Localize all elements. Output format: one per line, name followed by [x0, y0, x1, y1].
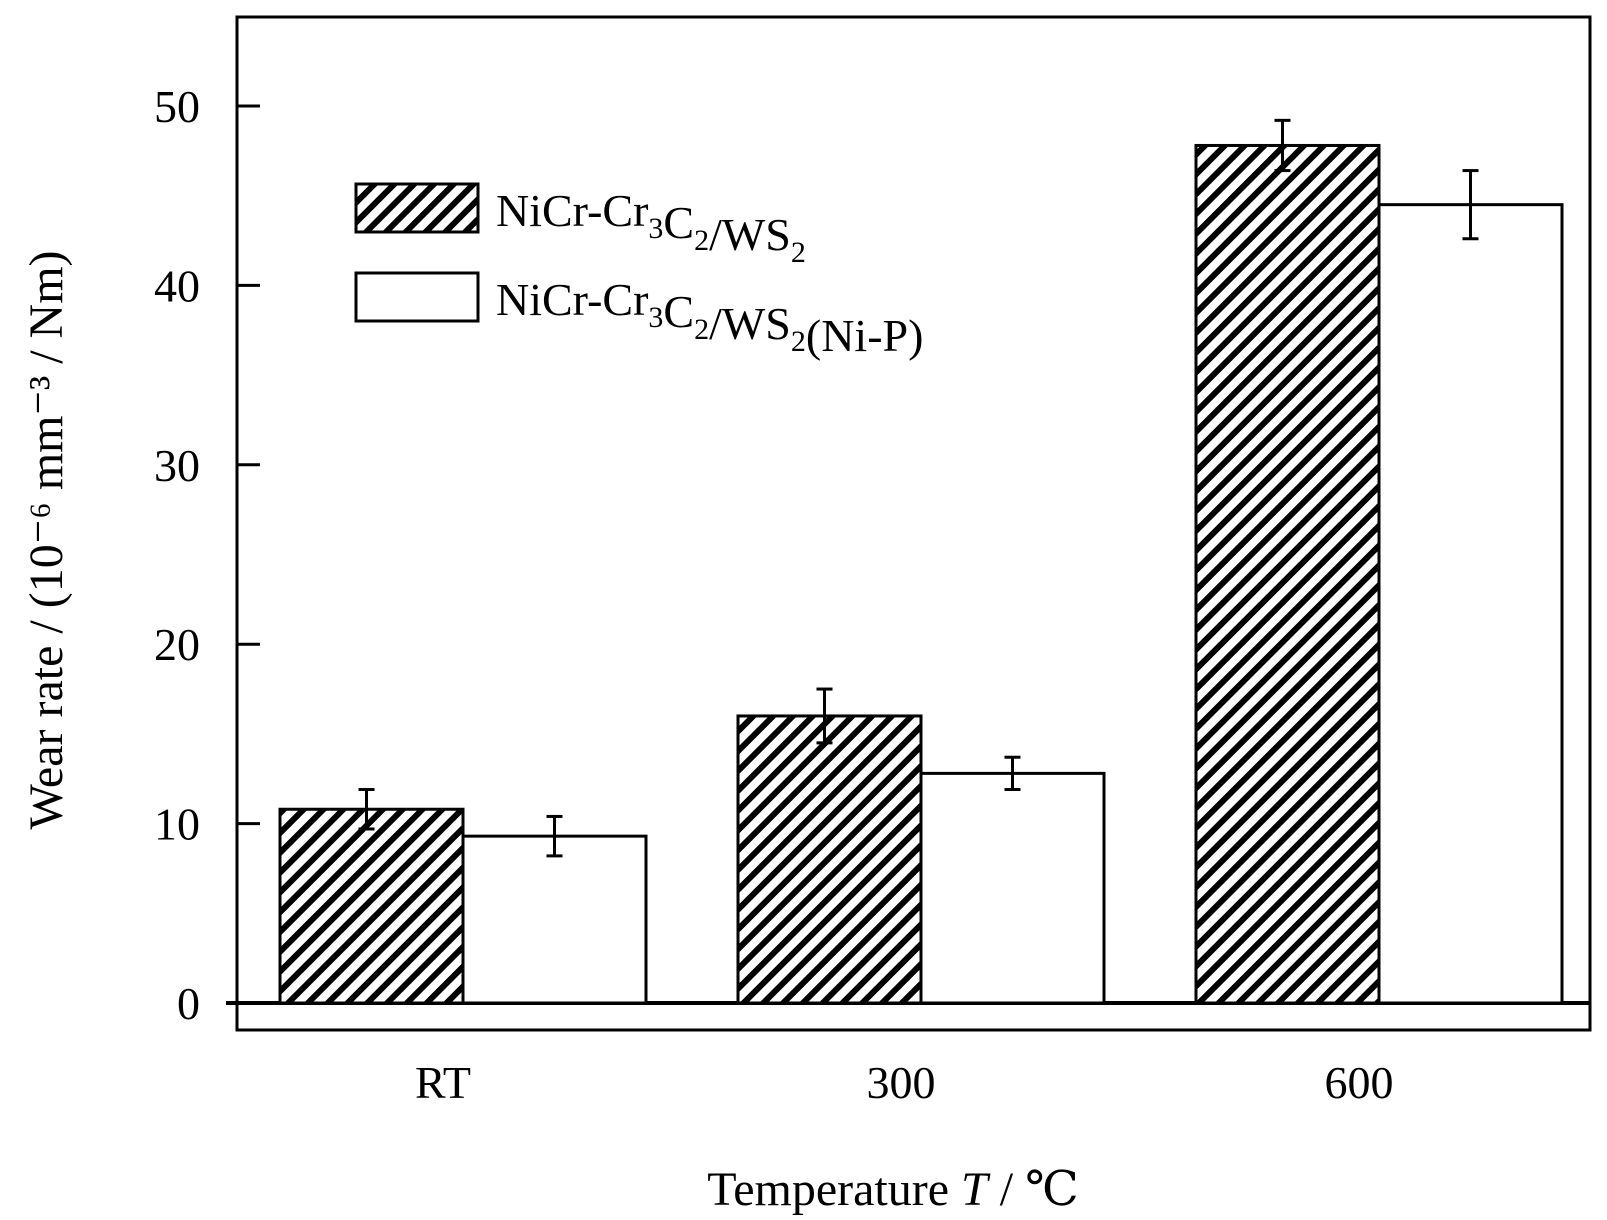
x-axis-title-prefix: Temperature	[707, 1163, 961, 1216]
error-bar-open-RT	[546, 814, 563, 858]
y-tick-label: 40	[154, 260, 200, 311]
bar-hatched-600	[1194, 143, 1381, 1005]
x-axis-title-variable: T	[961, 1163, 991, 1216]
x-category-label: 600	[1325, 1057, 1394, 1108]
error-bar-hatched-RT	[358, 788, 375, 831]
bar-open-RT	[461, 834, 648, 1005]
x-axis: RT 300 600	[415, 1057, 1394, 1108]
legend-item-open: NiCr-Cr3C2/WS2(Ni-P)	[354, 271, 923, 361]
legend-item-hatched: NiCr-Cr3C2/WS2	[354, 182, 806, 269]
x-axis-title-suffix: / ℃	[988, 1163, 1079, 1216]
y-tick-label: 10	[154, 799, 200, 850]
error-bar-open-300	[1004, 755, 1021, 792]
x-axis-title: Temperature T / ℃	[707, 1163, 1079, 1216]
legend-swatch	[354, 182, 480, 234]
y-axis: 0 10 20 30 40 50	[154, 81, 260, 1029]
y-axis-title: Wear rate / (10⁻⁶ mm⁻³ / Nm)	[20, 250, 73, 829]
y-tick-label: 30	[154, 440, 200, 491]
error-bar-hatched-300	[816, 687, 833, 745]
legend-swatch	[354, 271, 480, 323]
plot-frame	[235, 15, 1592, 1032]
error-bar-open-600	[1462, 169, 1479, 241]
bar-hatched-300	[736, 714, 923, 1005]
y-tick-label: 20	[154, 619, 200, 670]
x-category-label: 300	[867, 1057, 936, 1108]
legend-label: NiCr-Cr3C2/WS2(Ni-P)	[496, 274, 923, 361]
bar-hatched-RT	[278, 807, 465, 1005]
x-category-label: RT	[415, 1057, 471, 1108]
bars-group	[226, 118, 1590, 1005]
bar-open-600	[1377, 203, 1564, 1005]
y-tick-label: 50	[154, 81, 200, 132]
legend-label: NiCr-Cr3C2/WS2	[496, 185, 806, 269]
y-tick-label: 0	[177, 978, 200, 1029]
error-bar-hatched-600	[1274, 118, 1291, 173]
bar-open-300	[919, 771, 1106, 1005]
